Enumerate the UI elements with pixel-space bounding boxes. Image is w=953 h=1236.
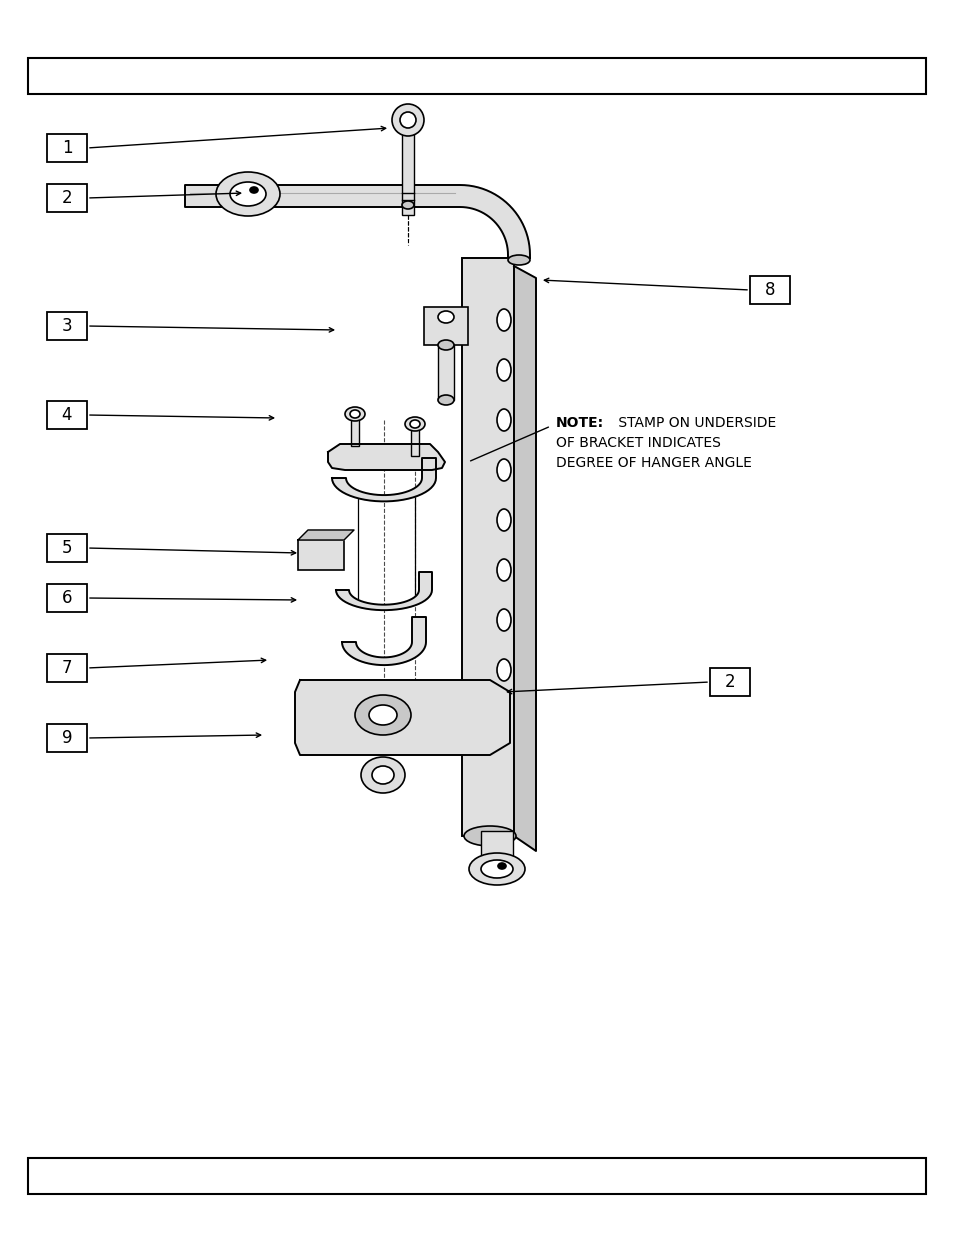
- Bar: [47, 724, 87, 751]
- Polygon shape: [335, 572, 432, 611]
- Polygon shape: [328, 444, 444, 470]
- Ellipse shape: [497, 863, 505, 869]
- Ellipse shape: [345, 407, 365, 421]
- Text: 6: 6: [62, 590, 72, 607]
- Text: 2: 2: [724, 672, 735, 691]
- Text: 2: 2: [62, 189, 72, 206]
- Ellipse shape: [497, 509, 511, 531]
- Bar: [480, 831, 513, 861]
- Bar: [423, 307, 468, 345]
- Ellipse shape: [437, 340, 454, 350]
- Text: OF BRACKET INDICATES: OF BRACKET INDICATES: [556, 436, 720, 450]
- Text: 5: 5: [62, 539, 72, 557]
- Ellipse shape: [437, 396, 454, 405]
- Bar: [47, 583, 87, 612]
- Bar: [749, 276, 789, 304]
- Ellipse shape: [497, 358, 511, 381]
- Polygon shape: [332, 459, 436, 502]
- Ellipse shape: [497, 459, 511, 481]
- Text: STAMP ON UNDERSIDE: STAMP ON UNDERSIDE: [614, 417, 776, 430]
- Text: 3: 3: [62, 316, 72, 335]
- Ellipse shape: [469, 853, 524, 885]
- Ellipse shape: [497, 409, 511, 431]
- Polygon shape: [185, 185, 530, 258]
- Text: NOTE:: NOTE:: [556, 417, 603, 430]
- Polygon shape: [514, 266, 536, 852]
- Ellipse shape: [215, 172, 280, 216]
- Bar: [28, 58, 925, 94]
- Bar: [28, 1158, 925, 1194]
- Ellipse shape: [355, 695, 411, 735]
- Ellipse shape: [497, 559, 511, 581]
- Ellipse shape: [480, 860, 513, 878]
- Bar: [47, 400, 87, 429]
- Text: DEGREE OF HANGER ANGLE: DEGREE OF HANGER ANGLE: [556, 456, 751, 470]
- Polygon shape: [297, 530, 354, 540]
- Ellipse shape: [410, 420, 419, 428]
- Ellipse shape: [497, 609, 511, 632]
- Polygon shape: [294, 680, 510, 755]
- Ellipse shape: [463, 826, 516, 845]
- Ellipse shape: [399, 112, 416, 129]
- Ellipse shape: [497, 659, 511, 681]
- Bar: [47, 184, 87, 213]
- Text: 1: 1: [62, 138, 72, 157]
- Ellipse shape: [372, 766, 394, 784]
- Bar: [47, 133, 87, 162]
- Bar: [47, 311, 87, 340]
- Bar: [709, 667, 749, 696]
- Bar: [411, 426, 418, 456]
- Ellipse shape: [350, 410, 359, 418]
- Text: 4: 4: [62, 405, 72, 424]
- Bar: [47, 654, 87, 682]
- Bar: [351, 417, 358, 446]
- Ellipse shape: [437, 311, 454, 323]
- Bar: [461, 258, 514, 836]
- Polygon shape: [341, 617, 426, 665]
- Ellipse shape: [405, 417, 424, 431]
- Text: 7: 7: [62, 659, 72, 677]
- Text: 9: 9: [62, 729, 72, 747]
- Ellipse shape: [250, 187, 257, 193]
- Ellipse shape: [392, 104, 423, 136]
- Ellipse shape: [230, 182, 266, 206]
- Bar: [437, 345, 454, 400]
- Text: 8: 8: [764, 281, 775, 299]
- Ellipse shape: [369, 705, 396, 726]
- Ellipse shape: [497, 309, 511, 331]
- Bar: [47, 534, 87, 562]
- Bar: [401, 121, 414, 215]
- Ellipse shape: [360, 756, 405, 794]
- Ellipse shape: [401, 201, 414, 209]
- Bar: [297, 540, 344, 570]
- Ellipse shape: [507, 255, 530, 265]
